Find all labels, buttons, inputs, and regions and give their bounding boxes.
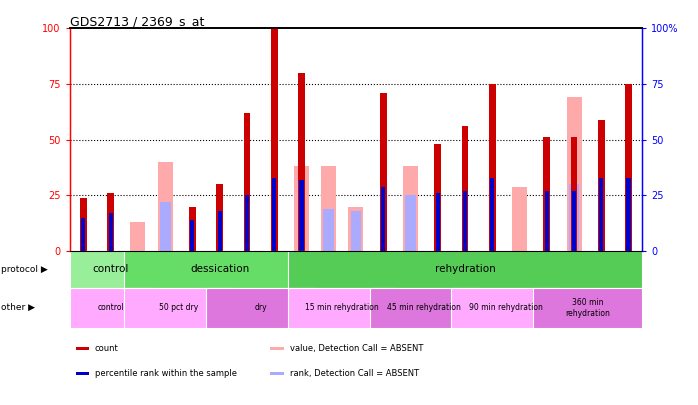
Text: control: control [93,264,129,274]
Bar [489,84,496,251]
Bar [625,84,632,251]
Bar [567,97,581,251]
Bar [75,347,89,350]
Bar [107,193,114,251]
Bar [270,347,284,350]
Bar [294,166,309,251]
Bar [405,195,416,251]
Bar [124,251,315,288]
Bar [569,184,579,251]
Text: 50 pct dry: 50 pct dry [159,303,198,312]
Text: other ▶: other ▶ [1,303,36,312]
Bar [80,198,87,251]
Bar [288,288,397,328]
Bar [206,288,315,328]
Bar [572,191,576,251]
Text: rehydration: rehydration [435,264,496,274]
Bar [124,288,233,328]
Bar [270,372,284,375]
Bar [490,177,494,251]
Bar [543,137,550,251]
Text: protocol ▶: protocol ▶ [1,265,48,274]
Bar [158,162,172,251]
Bar [403,166,418,251]
Bar [189,207,196,251]
Bar [298,73,305,251]
Bar [191,220,195,251]
Bar [244,113,251,251]
Bar [218,211,222,251]
Text: rank, Detection Call = ABSENT: rank, Detection Call = ABSENT [290,369,419,378]
Bar [599,177,603,251]
Bar [512,186,527,251]
Text: percentile rank within the sample: percentile rank within the sample [95,369,237,378]
Bar [271,28,278,251]
Bar [160,202,170,251]
Bar [70,288,151,328]
Bar [380,93,387,251]
Bar [70,251,151,288]
Bar [323,209,334,251]
Bar [245,195,249,251]
Text: dessication: dessication [190,264,249,274]
Bar [131,222,145,251]
Text: 15 min rehydration: 15 min rehydration [306,303,379,312]
Text: control: control [97,303,124,312]
Text: value, Detection Call = ABSENT: value, Detection Call = ABSENT [290,344,423,353]
Bar [109,213,113,251]
Bar [598,119,604,251]
Bar [82,218,85,251]
Bar [544,191,549,251]
Text: count: count [95,344,119,353]
Bar [348,207,364,251]
Bar [370,288,479,328]
Bar [571,137,577,251]
Text: 90 min rehydration: 90 min rehydration [469,303,543,312]
Bar [75,372,89,375]
Bar [436,193,440,251]
Bar [452,288,560,328]
Bar [272,177,276,251]
Text: 45 min rehydration: 45 min rehydration [387,303,461,312]
Bar [321,166,336,251]
Bar [463,191,467,251]
Text: 360 min
rehydration: 360 min rehydration [565,298,610,318]
Bar [299,180,304,251]
Bar [350,211,362,251]
Bar [216,184,223,251]
Text: GDS2713 / 2369_s_at: GDS2713 / 2369_s_at [70,15,205,28]
Bar [627,177,630,251]
Bar [461,126,468,251]
Bar [533,288,642,328]
Bar [381,186,385,251]
Bar [288,251,642,288]
Bar [434,144,441,251]
Text: dry: dry [254,303,267,312]
